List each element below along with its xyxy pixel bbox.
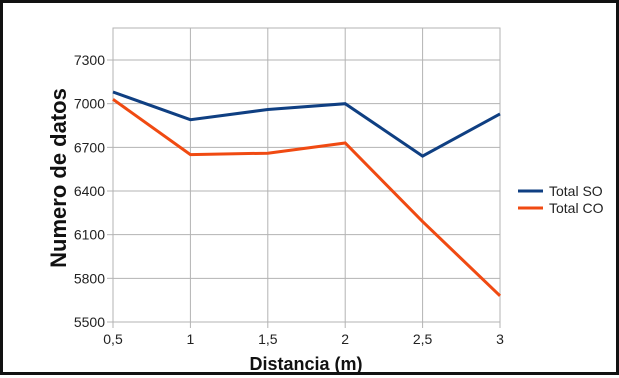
grid bbox=[112, 27, 501, 323]
x-tick-label: 1 bbox=[187, 331, 195, 347]
y-tick-label: 7000 bbox=[74, 96, 105, 112]
y-tick-label: 7300 bbox=[74, 52, 105, 68]
line-chart: 5500 5800 6100 6400 6700 7000 7300 0,5 1 1,5 2 2,5… bbox=[46, 27, 604, 374]
series-line-total-so bbox=[112, 90, 501, 158]
legend-label: Total SO bbox=[549, 183, 603, 199]
axes bbox=[107, 59, 501, 328]
y-tick-label: 5500 bbox=[74, 314, 105, 330]
x-axis-title: Distancia (m) bbox=[249, 354, 362, 374]
x-tick-label: 2,5 bbox=[413, 331, 433, 347]
series-line-total-co bbox=[112, 98, 502, 297]
series-lines bbox=[112, 90, 502, 297]
y-tick-label: 6100 bbox=[74, 227, 105, 243]
x-tick-labels: 0,5 1 1,5 2 2,5 3 bbox=[103, 331, 504, 347]
x-tick-label: 3 bbox=[496, 331, 504, 347]
x-tick-label: 1,5 bbox=[258, 331, 278, 347]
y-tick-label: 6400 bbox=[74, 183, 105, 199]
legend-label: Total CO bbox=[549, 200, 604, 216]
x-tick-label: 0,5 bbox=[103, 331, 123, 347]
y-tick-label: 6700 bbox=[74, 139, 105, 155]
y-tick-labels: 5500 5800 6100 6400 6700 7000 7300 bbox=[74, 52, 105, 330]
y-axis-title: Numero de datos bbox=[46, 88, 71, 268]
x-tick-label: 2 bbox=[341, 331, 349, 347]
y-tick-label: 5800 bbox=[74, 270, 105, 286]
